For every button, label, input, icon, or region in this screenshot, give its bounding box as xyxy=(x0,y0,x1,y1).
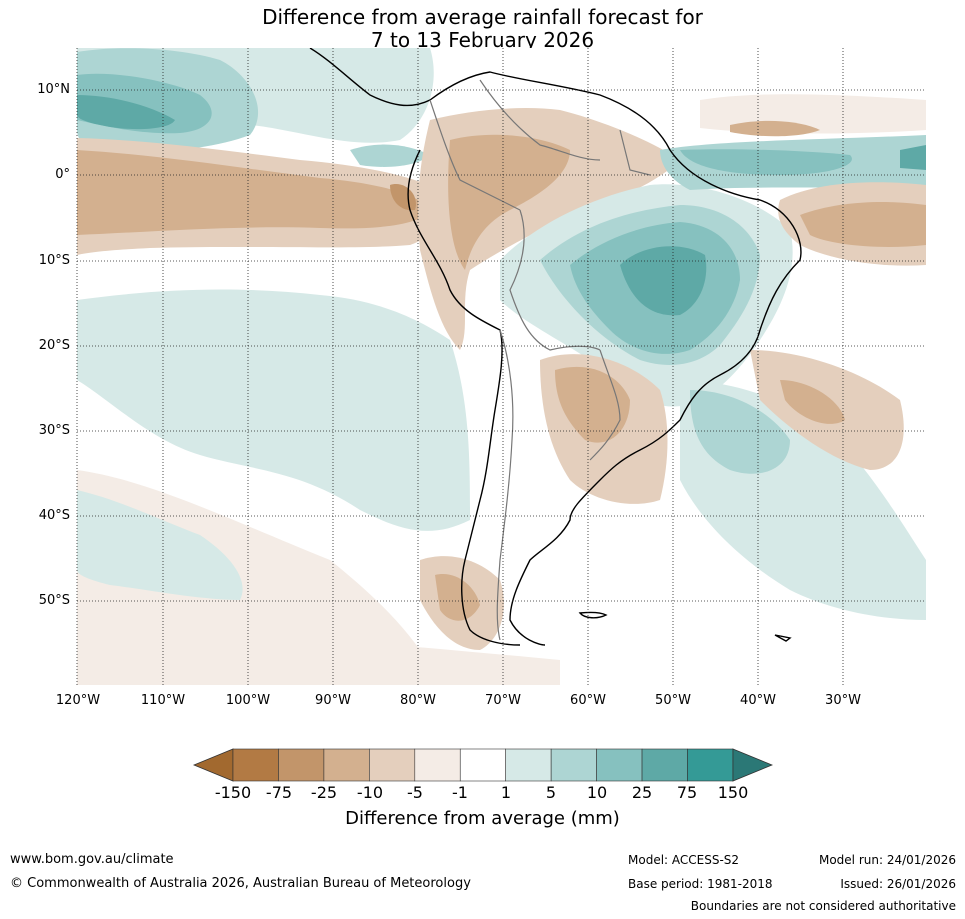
colorbar-arrow-low xyxy=(192,748,234,782)
colorbar-swatch xyxy=(232,748,279,782)
colorbar-title: Difference from average (mm) xyxy=(345,808,620,829)
colorbar-label: -75 xyxy=(265,783,293,802)
colorbar-label: 1 xyxy=(500,783,512,802)
colorbar-label: -5 xyxy=(407,783,423,802)
copyright-text: © Commonwealth of Australia 2026, Austra… xyxy=(10,876,471,891)
issued-text: Issued: 26/01/2026 xyxy=(840,877,956,891)
lat-label-30s: 30°S xyxy=(38,423,70,438)
colorbar-swatch xyxy=(278,748,325,782)
rainfall-anomaly-field xyxy=(77,48,926,685)
boundaries-note: Boundaries are not considered authoritat… xyxy=(690,899,956,913)
lat-label-10n: 10°N xyxy=(37,82,70,97)
lon-label-100w: 100°W xyxy=(225,693,271,708)
lon-label-70w: 70°W xyxy=(485,693,521,708)
model-run-text: Model run: 24/01/2026 xyxy=(818,853,956,867)
colorbar-swatch xyxy=(323,748,370,782)
model-text: Model: ACCESS-S2 xyxy=(628,853,740,867)
coastlines xyxy=(309,48,802,646)
colorbar-label: -150 xyxy=(214,783,252,802)
colorbar-swatch xyxy=(369,748,416,782)
colorbar-arrow-high xyxy=(732,748,774,782)
colorbar-swatch xyxy=(505,748,552,782)
colorbar-label: -1 xyxy=(452,783,468,802)
map-title-line1: Difference from average rainfall forecas… xyxy=(262,5,703,29)
colorbar-label: -25 xyxy=(310,783,338,802)
colorbar-swatch xyxy=(414,748,461,782)
colorbar-label: -10 xyxy=(356,783,384,802)
colorbar-swatch xyxy=(641,748,688,782)
lat-label-20s: 20°S xyxy=(38,338,70,353)
lon-label-110w: 110°W xyxy=(140,693,186,708)
lat-label-0: 0° xyxy=(55,167,70,182)
lon-label-50w: 50°W xyxy=(655,693,691,708)
lon-label-60w: 60°W xyxy=(570,693,606,708)
colorbar-label: 5 xyxy=(545,783,557,802)
colorbar-swatch xyxy=(596,748,643,782)
lon-label-40w: 40°W xyxy=(740,693,776,708)
colorbar-swatch xyxy=(687,748,734,782)
graticule xyxy=(76,48,926,685)
colorbar-swatch xyxy=(459,748,507,782)
base-period-text: Base period: 1981-2018 xyxy=(628,877,773,891)
lon-label-80w: 80°W xyxy=(400,693,436,708)
lon-label-90w: 90°W xyxy=(315,693,351,708)
colorbar-label: 25 xyxy=(631,783,653,802)
colorbar-label: 75 xyxy=(676,783,698,802)
colorbar-swatch xyxy=(550,748,597,782)
lat-label-10s: 10°S xyxy=(38,253,70,268)
lat-label-50s: 50°S xyxy=(38,593,70,608)
colorbar-label: 10 xyxy=(586,783,608,802)
lon-label-30w: 30°W xyxy=(825,693,861,708)
colorbar-label: 150 xyxy=(717,783,749,802)
lon-label-120w: 120°W xyxy=(55,693,101,708)
colorbar xyxy=(192,748,774,782)
lat-label-40s: 40°S xyxy=(38,508,70,523)
website-link[interactable]: www.bom.gov.au/climate xyxy=(10,852,174,867)
